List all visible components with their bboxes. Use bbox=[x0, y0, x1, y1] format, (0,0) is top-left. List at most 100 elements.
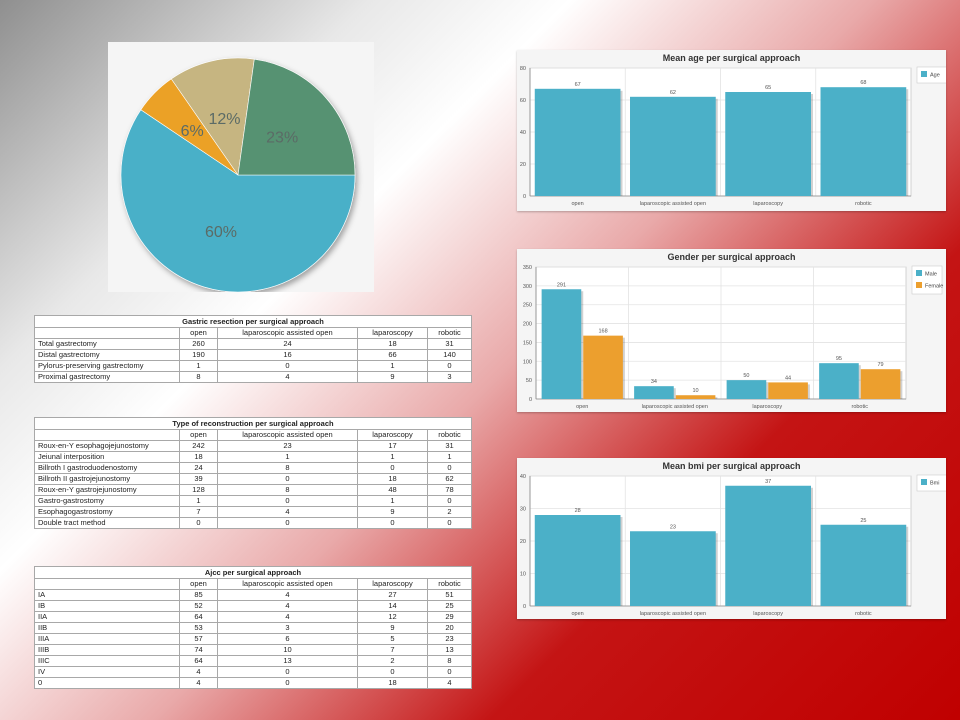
bar-value-label: 68 bbox=[860, 80, 866, 86]
table-cell: 190 bbox=[179, 349, 218, 361]
age-chart-panel: Mean age per surgical approach 0 20 40 60 80… bbox=[517, 50, 946, 211]
table-cell: 53 bbox=[179, 622, 218, 634]
table-cell: 20 bbox=[427, 622, 472, 634]
x-tick-label: open bbox=[572, 611, 584, 617]
table-cell: 31 bbox=[427, 338, 472, 350]
table-cell: 1 bbox=[427, 451, 472, 463]
bar-value-label: 168 bbox=[598, 329, 607, 335]
table-cell: 12 bbox=[357, 611, 428, 623]
table-cell: 4 bbox=[427, 677, 472, 689]
table-cell: 23 bbox=[217, 440, 358, 452]
bar-value-label: 79 bbox=[878, 362, 884, 368]
column-header: robotic bbox=[427, 578, 472, 590]
table-cell: 1 bbox=[179, 495, 218, 507]
table-row: Gastro-gastrostomy 1 0 1 0 bbox=[34, 495, 472, 507]
table-row: Pylorus-preserving gastrectomy 1 0 1 0 bbox=[34, 360, 472, 372]
table-cell: 8 bbox=[217, 462, 358, 474]
y-tick-label: 60 bbox=[520, 98, 526, 104]
table-row: Total gastrectomy 260 24 18 31 bbox=[34, 338, 472, 350]
column-header: open bbox=[179, 327, 218, 339]
table-cell: 4 bbox=[217, 589, 358, 601]
x-tick-label: robotic bbox=[855, 611, 872, 617]
table-row: IIIC 64 13 2 8 bbox=[34, 655, 472, 667]
table-row: IIB 53 3 9 20 bbox=[34, 622, 472, 634]
bmi-bar-chart: 0 10 20 30 40 28 open 23 laparoscopic assisted o… bbox=[520, 474, 946, 617]
table-cell: 25 bbox=[427, 600, 472, 612]
table-cell: 1 bbox=[357, 360, 428, 372]
row-label: 0 bbox=[34, 677, 180, 689]
reconstruction-table: Type of reconstruction per surgical appr… bbox=[34, 417, 472, 529]
row-label: IA bbox=[34, 589, 180, 601]
x-tick-label: laparoscopy bbox=[753, 611, 783, 617]
table-cell: 0 bbox=[427, 517, 472, 529]
table-cell: 0 bbox=[179, 517, 218, 529]
table-header-row: open laparoscopic assisted open laparoscop… bbox=[34, 578, 472, 590]
table-cell: 0 bbox=[217, 517, 358, 529]
bar-value-label: 37 bbox=[765, 479, 771, 485]
bar bbox=[725, 92, 811, 196]
table-cell: 16 bbox=[217, 349, 358, 361]
table-row: Jeiunal interposition 18 1 1 1 bbox=[34, 451, 472, 463]
table-cell: 57 bbox=[179, 633, 218, 645]
table-cell: 66 bbox=[357, 349, 428, 361]
table-cell: 2 bbox=[357, 655, 428, 667]
bar bbox=[860, 369, 901, 399]
table-row: IIA 64 4 12 29 bbox=[34, 611, 472, 623]
table-cell: 9 bbox=[357, 371, 428, 383]
x-tick-label: open bbox=[572, 201, 584, 207]
bar-value-label: 95 bbox=[836, 356, 842, 362]
table-cell: 24 bbox=[217, 338, 358, 350]
row-label: IV bbox=[34, 666, 180, 678]
x-tick-label: open bbox=[576, 404, 588, 410]
x-tick-label: robotic bbox=[851, 404, 868, 410]
bar-value-label: 23 bbox=[670, 524, 676, 530]
gastric-resection-table: Gastric resection per surgical approach … bbox=[34, 315, 472, 383]
y-tick-label: 10 bbox=[520, 572, 526, 578]
table-row: IA 85 4 27 51 bbox=[34, 589, 472, 601]
bar bbox=[634, 386, 674, 399]
table-cell: 4 bbox=[217, 506, 358, 518]
table-cell: 5 bbox=[357, 633, 428, 645]
bar-value-label: 50 bbox=[743, 373, 749, 379]
table-cell: 8 bbox=[217, 484, 358, 496]
bar-value-label: 34 bbox=[651, 379, 657, 385]
chart-title: Mean bmi per surgical approach bbox=[662, 461, 801, 471]
age-bar-chart: 0 20 40 60 80 67 open 62 laparoscopic assisted o… bbox=[520, 66, 946, 207]
column-header bbox=[34, 327, 180, 339]
table-cell: 6 bbox=[217, 633, 358, 645]
table-cell: 18 bbox=[357, 677, 428, 689]
bmi-chart-panel: Mean bmi per surgical approach 0 10 20 30 40… bbox=[517, 458, 946, 619]
row-label: IIA bbox=[34, 611, 180, 623]
table-cell: 10 bbox=[217, 644, 358, 656]
y-tick-label: 200 bbox=[523, 322, 532, 328]
bar-value-label: 44 bbox=[785, 375, 791, 381]
table-cell: 0 bbox=[217, 666, 358, 678]
pie-slice-label: 23% bbox=[266, 130, 298, 147]
table-row: IV 4 0 0 0 bbox=[34, 666, 472, 678]
table-row: Esophagogastrostomy 7 4 9 2 bbox=[34, 506, 472, 518]
table-cell: 0 bbox=[357, 462, 428, 474]
bar bbox=[534, 88, 621, 196]
table-cell: 64 bbox=[179, 611, 218, 623]
bar bbox=[630, 96, 716, 196]
pie-slice bbox=[120, 109, 356, 293]
table-cell: 78 bbox=[427, 484, 472, 496]
table-cell: 24 bbox=[179, 462, 218, 474]
table-row: Distal gastrectomy 190 16 66 140 bbox=[34, 349, 472, 361]
table-cell: 85 bbox=[179, 589, 218, 601]
bar-value-label: 25 bbox=[860, 518, 866, 524]
table-row: IB 52 4 14 25 bbox=[34, 600, 472, 612]
y-tick-label: 0 bbox=[523, 194, 526, 200]
table-cell: 0 bbox=[427, 360, 472, 372]
table-cell: 1 bbox=[179, 360, 218, 372]
table-cell: 0 bbox=[217, 495, 358, 507]
row-label: IIB bbox=[34, 622, 180, 634]
legend-label: Male bbox=[925, 272, 937, 278]
table-cell: 242 bbox=[179, 440, 218, 452]
table-cell: 13 bbox=[427, 644, 472, 656]
table-cell: 62 bbox=[427, 473, 472, 485]
legend-swatch bbox=[921, 71, 927, 77]
table-cell: 0 bbox=[357, 517, 428, 529]
bar bbox=[541, 289, 582, 399]
column-header: laparoscopy bbox=[357, 429, 428, 441]
